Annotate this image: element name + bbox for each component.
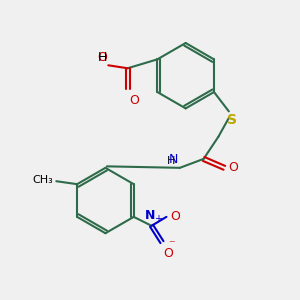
Text: O: O [228, 161, 238, 174]
Text: O: O [164, 247, 173, 260]
Text: H: H [98, 51, 107, 64]
Text: S: S [227, 113, 237, 127]
Text: H: H [167, 156, 175, 166]
Text: N: N [169, 153, 178, 166]
Text: O: O [129, 94, 139, 106]
Text: +: + [154, 214, 162, 224]
Text: CH₃: CH₃ [32, 175, 53, 185]
Text: ⁻: ⁻ [169, 238, 175, 251]
Text: N: N [145, 209, 155, 222]
Text: O: O [97, 51, 107, 64]
Text: O: O [170, 210, 180, 224]
